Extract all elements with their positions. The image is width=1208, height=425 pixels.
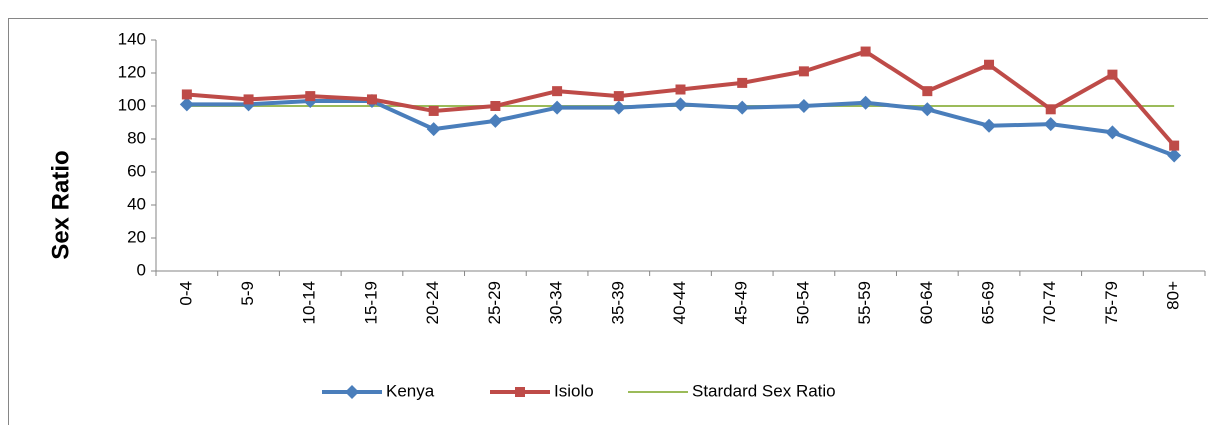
y-tick-label: 120 [118,62,146,81]
marker [796,99,811,113]
marker [613,91,624,102]
marker [550,100,565,115]
x-tick-label: 65-69 [979,281,998,324]
marker [490,101,501,111]
x-tick-label: 75-79 [1102,281,1121,324]
marker [673,97,688,112]
x-tick-label: 10-14 [300,281,319,324]
marker [675,84,686,95]
x-tick-label: 25-29 [485,281,504,324]
marker [305,91,316,102]
marker [428,105,439,116]
marker [735,100,750,115]
marker [1043,117,1058,132]
marker [611,100,626,115]
y-tick-label: 140 [118,29,146,48]
marker [737,77,748,88]
legend-label: Kenya [386,381,435,400]
marker [1169,140,1180,151]
legend-label: Stardard Sex Ratio [692,381,836,400]
y-tick-label: 60 [127,161,146,180]
marker [1107,69,1118,80]
x-tick-label: 50-54 [793,281,812,324]
marker [366,94,377,105]
marker [243,94,254,105]
marker [488,113,503,128]
marker [515,387,525,397]
marker [179,97,194,112]
y-axis-label: Sex Ratio [47,150,74,259]
marker [922,86,933,97]
marker [181,89,192,100]
marker [798,66,809,77]
chart-frame [8,18,1208,425]
y-tick-label: 80 [127,128,146,147]
x-tick-label: 55-59 [855,281,874,324]
marker [984,59,995,70]
y-tick-label: 0 [137,260,146,279]
x-tick-label: 30-34 [547,281,566,324]
x-tick-label: 5-9 [238,281,257,306]
x-tick-label: 0-4 [176,281,195,306]
x-tick-label: 35-39 [608,281,627,324]
x-tick-label: 80+ [1164,281,1183,310]
marker [552,86,563,97]
marker [1105,125,1120,140]
y-tick-label: 40 [127,194,146,213]
y-tick-label: 100 [118,95,146,114]
x-tick-label: 70-74 [1040,281,1059,324]
marker [1045,104,1056,115]
x-tick-label: 60-64 [917,281,936,324]
x-tick-label: 15-19 [361,281,380,324]
marker [426,122,441,137]
marker [920,102,935,117]
marker [1167,148,1182,163]
marker [858,95,873,110]
legend-label: Isiolo [554,381,594,400]
x-tick-label: 45-49 [732,281,751,324]
marker [345,385,359,399]
x-tick-label: 40-44 [670,281,689,324]
marker [860,46,871,57]
y-tick-label: 20 [127,227,146,246]
marker [982,118,997,133]
x-tick-label: 20-24 [423,281,442,324]
